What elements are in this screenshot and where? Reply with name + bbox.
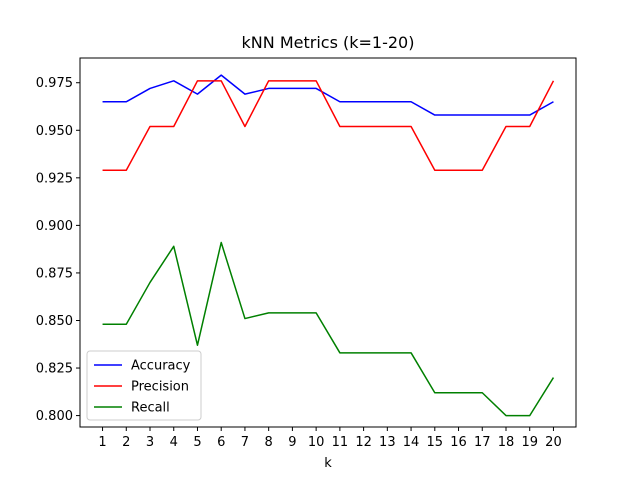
x-tick-label: 13 [379, 435, 396, 450]
x-tick-label: 6 [217, 435, 225, 450]
legend-label: Recall [131, 401, 170, 416]
y-tick-label: 0.825 [36, 362, 73, 377]
x-tick-label: 3 [146, 435, 154, 450]
x-tick-label: 2 [122, 435, 130, 450]
y-tick-label: 0.975 [36, 76, 73, 91]
x-tick-label: 11 [332, 435, 349, 450]
y-axis-ticks: 0.800 0.825 0.850 0.875 0.900 0.925 0.950 0.975 [36, 76, 80, 424]
x-tick-label: 12 [355, 435, 372, 450]
x-tick-label: 17 [474, 435, 491, 450]
x-tick-label: 4 [170, 435, 178, 450]
y-tick-label: 0.900 [36, 219, 73, 234]
legend: Accuracy Precision Recall [86, 350, 202, 421]
chart-title: kNN Metrics (k=1-20) [242, 33, 415, 52]
x-tick-label: 8 [265, 435, 273, 450]
series-line-precision [102, 80, 555, 171]
x-tick-label: 18 [498, 435, 515, 450]
plot-frame [79, 57, 577, 428]
x-tick-label: 15 [427, 435, 444, 450]
x-tick-label: 19 [521, 435, 538, 450]
x-axis-label: k [324, 456, 332, 471]
x-tick-label: 16 [450, 435, 467, 450]
series-line-accuracy [102, 74, 554, 116]
series-lines [102, 74, 555, 417]
x-tick-label: 9 [288, 435, 296, 450]
y-tick-label: 0.800 [36, 409, 73, 424]
y-tick-label: 0.875 [36, 266, 73, 281]
legend-label: Accuracy [131, 359, 191, 374]
y-tick-label: 0.925 [36, 171, 73, 186]
x-axis-ticks: 1 2 3 4 5 6 7 8 9 10 11 12 13 14 15 16 17 18 19 20 [98, 427, 562, 450]
legend-box [86, 350, 202, 421]
y-tick-label: 0.950 [36, 124, 73, 139]
series-line-recall [102, 241, 555, 417]
x-tick-label: 1 [98, 435, 106, 450]
legend-label: Precision [131, 380, 189, 395]
x-tick-label: 14 [403, 435, 420, 450]
x-tick-label: 20 [545, 435, 562, 450]
x-tick-label: 5 [193, 435, 201, 450]
x-tick-label: 10 [308, 435, 325, 450]
x-tick-label: 7 [241, 435, 249, 450]
y-tick-label: 0.850 [36, 314, 73, 329]
